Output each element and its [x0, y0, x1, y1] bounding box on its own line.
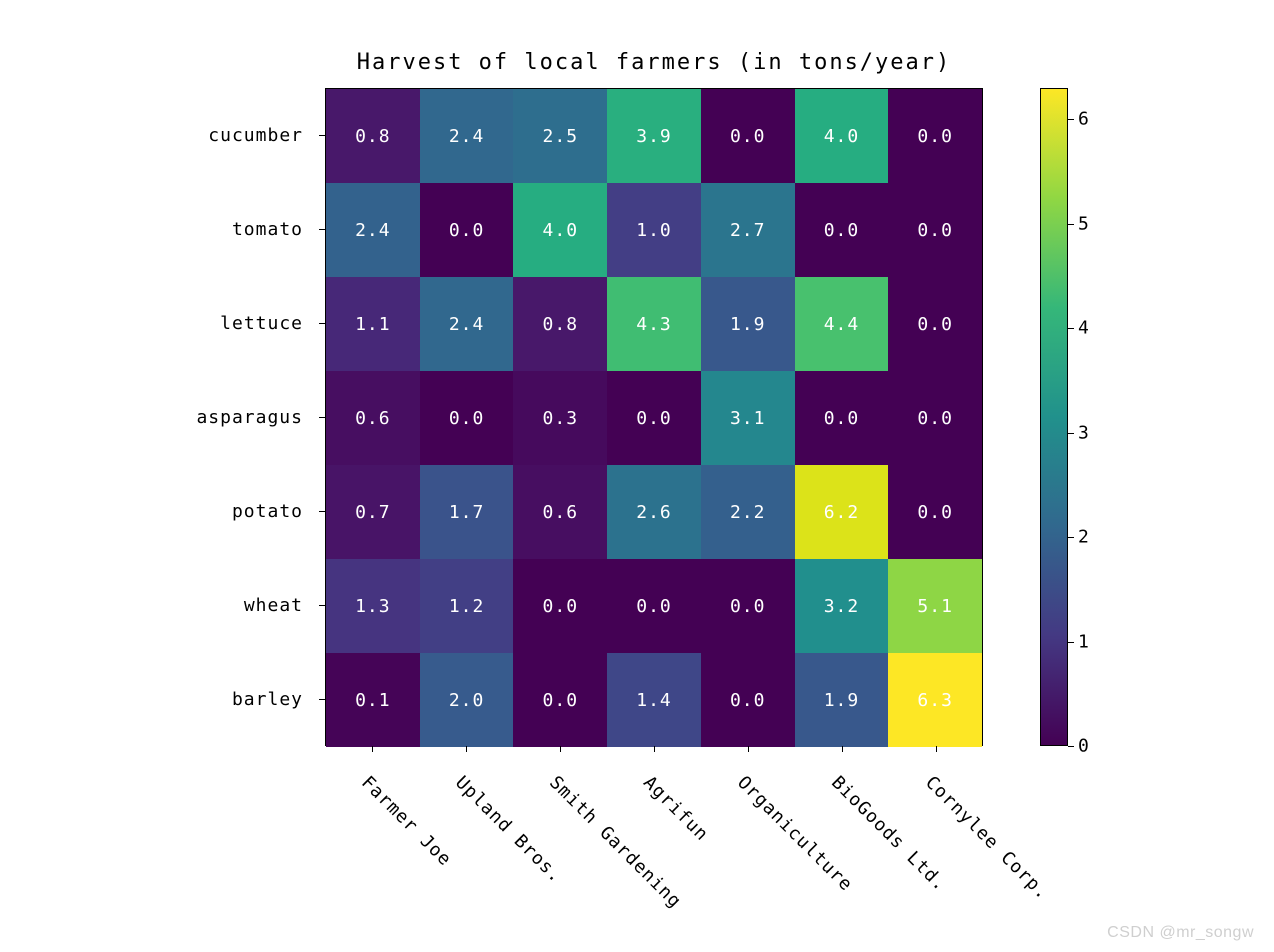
y-axis-label: asparagus [140, 370, 315, 464]
heatmap-cell: 0.0 [888, 465, 982, 559]
x-tick [654, 746, 655, 752]
heatmap-cell: 0.3 [513, 371, 607, 465]
y-tick [319, 511, 325, 512]
heatmap-cell: 0.0 [888, 183, 982, 277]
heatmap-cell: 2.4 [420, 277, 514, 371]
x-tick [748, 746, 749, 752]
heatmap-cell: 0.0 [795, 371, 889, 465]
heatmap-cell: 1.9 [795, 653, 889, 747]
heatmap-cell: 2.2 [701, 465, 795, 559]
heatmap-cell: 3.2 [795, 559, 889, 653]
y-axis-label: cucumber [140, 88, 315, 182]
heatmap-cell: 0.0 [607, 371, 701, 465]
heatmap-row: 0.71.70.62.62.26.20.0 [326, 465, 982, 559]
colorbar-tick-label: 6 [1078, 109, 1090, 130]
heatmap-cell: 3.9 [607, 89, 701, 183]
heatmap-cell: 0.0 [888, 371, 982, 465]
colorbar-tick-label: 5 [1078, 213, 1090, 234]
y-tick [319, 323, 325, 324]
y-axis-label: potato [140, 464, 315, 558]
heatmap-cell: 4.0 [513, 183, 607, 277]
heatmap-row: 1.12.40.84.31.94.40.0 [326, 277, 982, 371]
heatmap-cell: 2.5 [513, 89, 607, 183]
heatmap-cell: 0.6 [326, 371, 420, 465]
y-tick [319, 699, 325, 700]
heatmap-cell: 6.3 [888, 653, 982, 747]
chart-title: Harvest of local farmers (in tons/year) [325, 50, 983, 75]
heatmap-cell: 0.0 [607, 559, 701, 653]
heatmap-row: 0.60.00.30.03.10.00.0 [326, 371, 982, 465]
colorbar: 0123456 [1040, 88, 1140, 746]
heatmap-row: 0.12.00.01.40.01.96.3 [326, 653, 982, 747]
colorbar-tick-label: 3 [1078, 422, 1090, 443]
colorbar-tick [1068, 642, 1074, 643]
heatmap-cell: 1.3 [326, 559, 420, 653]
x-tick [842, 746, 843, 752]
heatmap-cell: 5.1 [888, 559, 982, 653]
heatmap-cell: 1.9 [701, 277, 795, 371]
heatmap-cell: 4.4 [795, 277, 889, 371]
heatmap-cell: 0.0 [701, 653, 795, 747]
heatmap-cell: 2.4 [420, 89, 514, 183]
colorbar-tick [1068, 224, 1074, 225]
heatmap-cell: 6.2 [795, 465, 889, 559]
y-tick [319, 417, 325, 418]
heatmap-cell: 0.0 [701, 89, 795, 183]
heatmap-cell: 3.1 [701, 371, 795, 465]
heatmap-cell: 4.3 [607, 277, 701, 371]
heatmap-cell: 0.0 [513, 653, 607, 747]
y-axis-label: lettuce [140, 276, 315, 370]
heatmap-cell: 1.2 [420, 559, 514, 653]
heatmap-cell: 0.0 [888, 89, 982, 183]
heatmap-cell: 0.1 [326, 653, 420, 747]
x-axis-label: Cornylee Corp. [921, 772, 1053, 904]
colorbar-tick-label: 0 [1078, 736, 1090, 757]
watermark: CSDN @mr_songw [1107, 924, 1254, 942]
heatmap-cell: 0.0 [513, 559, 607, 653]
heatmap-cell: 1.1 [326, 277, 420, 371]
heatmap-cell: 2.4 [326, 183, 420, 277]
x-tick [560, 746, 561, 752]
x-axis-labels: Farmer JoeUpland Bros.Smith GardeningAgr… [325, 760, 983, 940]
heatmap-cell: 4.0 [795, 89, 889, 183]
heatmap-cell: 2.0 [420, 653, 514, 747]
y-tick [319, 135, 325, 136]
colorbar-gradient [1040, 88, 1068, 746]
colorbar-tick [1068, 119, 1074, 120]
heatmap-cell: 0.0 [701, 559, 795, 653]
heatmap-grid: 0.82.42.53.90.04.00.02.40.04.01.02.70.00… [325, 88, 983, 746]
heatmap-cell: 0.0 [420, 371, 514, 465]
colorbar-tick [1068, 746, 1074, 747]
heatmap-cell: 0.6 [513, 465, 607, 559]
y-axis-label: barley [140, 652, 315, 746]
colorbar-tick [1068, 328, 1074, 329]
heatmap-cell: 2.6 [607, 465, 701, 559]
x-tick [466, 746, 467, 752]
y-tick [319, 605, 325, 606]
heatmap-cell: 0.7 [326, 465, 420, 559]
colorbar-tick-label: 1 [1078, 631, 1090, 652]
colorbar-tick-label: 4 [1078, 318, 1090, 339]
heatmap-row: 1.31.20.00.00.03.25.1 [326, 559, 982, 653]
heatmap-row: 0.82.42.53.90.04.00.0 [326, 89, 982, 183]
y-axis-labels: cucumbertomatolettuceasparaguspotatowhea… [140, 88, 315, 746]
heatmap-cell: 0.0 [888, 277, 982, 371]
heatmap-row: 2.40.04.01.02.70.00.0 [326, 183, 982, 277]
heatmap-cell: 1.7 [420, 465, 514, 559]
x-tick [372, 746, 373, 752]
heatmap-cell: 0.8 [326, 89, 420, 183]
colorbar-tick-label: 2 [1078, 527, 1090, 548]
colorbar-tick [1068, 537, 1074, 538]
x-tick [936, 746, 937, 752]
heatmap-cell: 2.7 [701, 183, 795, 277]
heatmap-cell: 0.0 [795, 183, 889, 277]
y-axis-label: wheat [140, 558, 315, 652]
y-tick [319, 229, 325, 230]
colorbar-tick [1068, 433, 1074, 434]
heatmap-cell: 0.0 [420, 183, 514, 277]
heatmap-cell: 1.0 [607, 183, 701, 277]
heatmap-cell: 0.8 [513, 277, 607, 371]
y-axis-label: tomato [140, 182, 315, 276]
heatmap-cell: 1.4 [607, 653, 701, 747]
